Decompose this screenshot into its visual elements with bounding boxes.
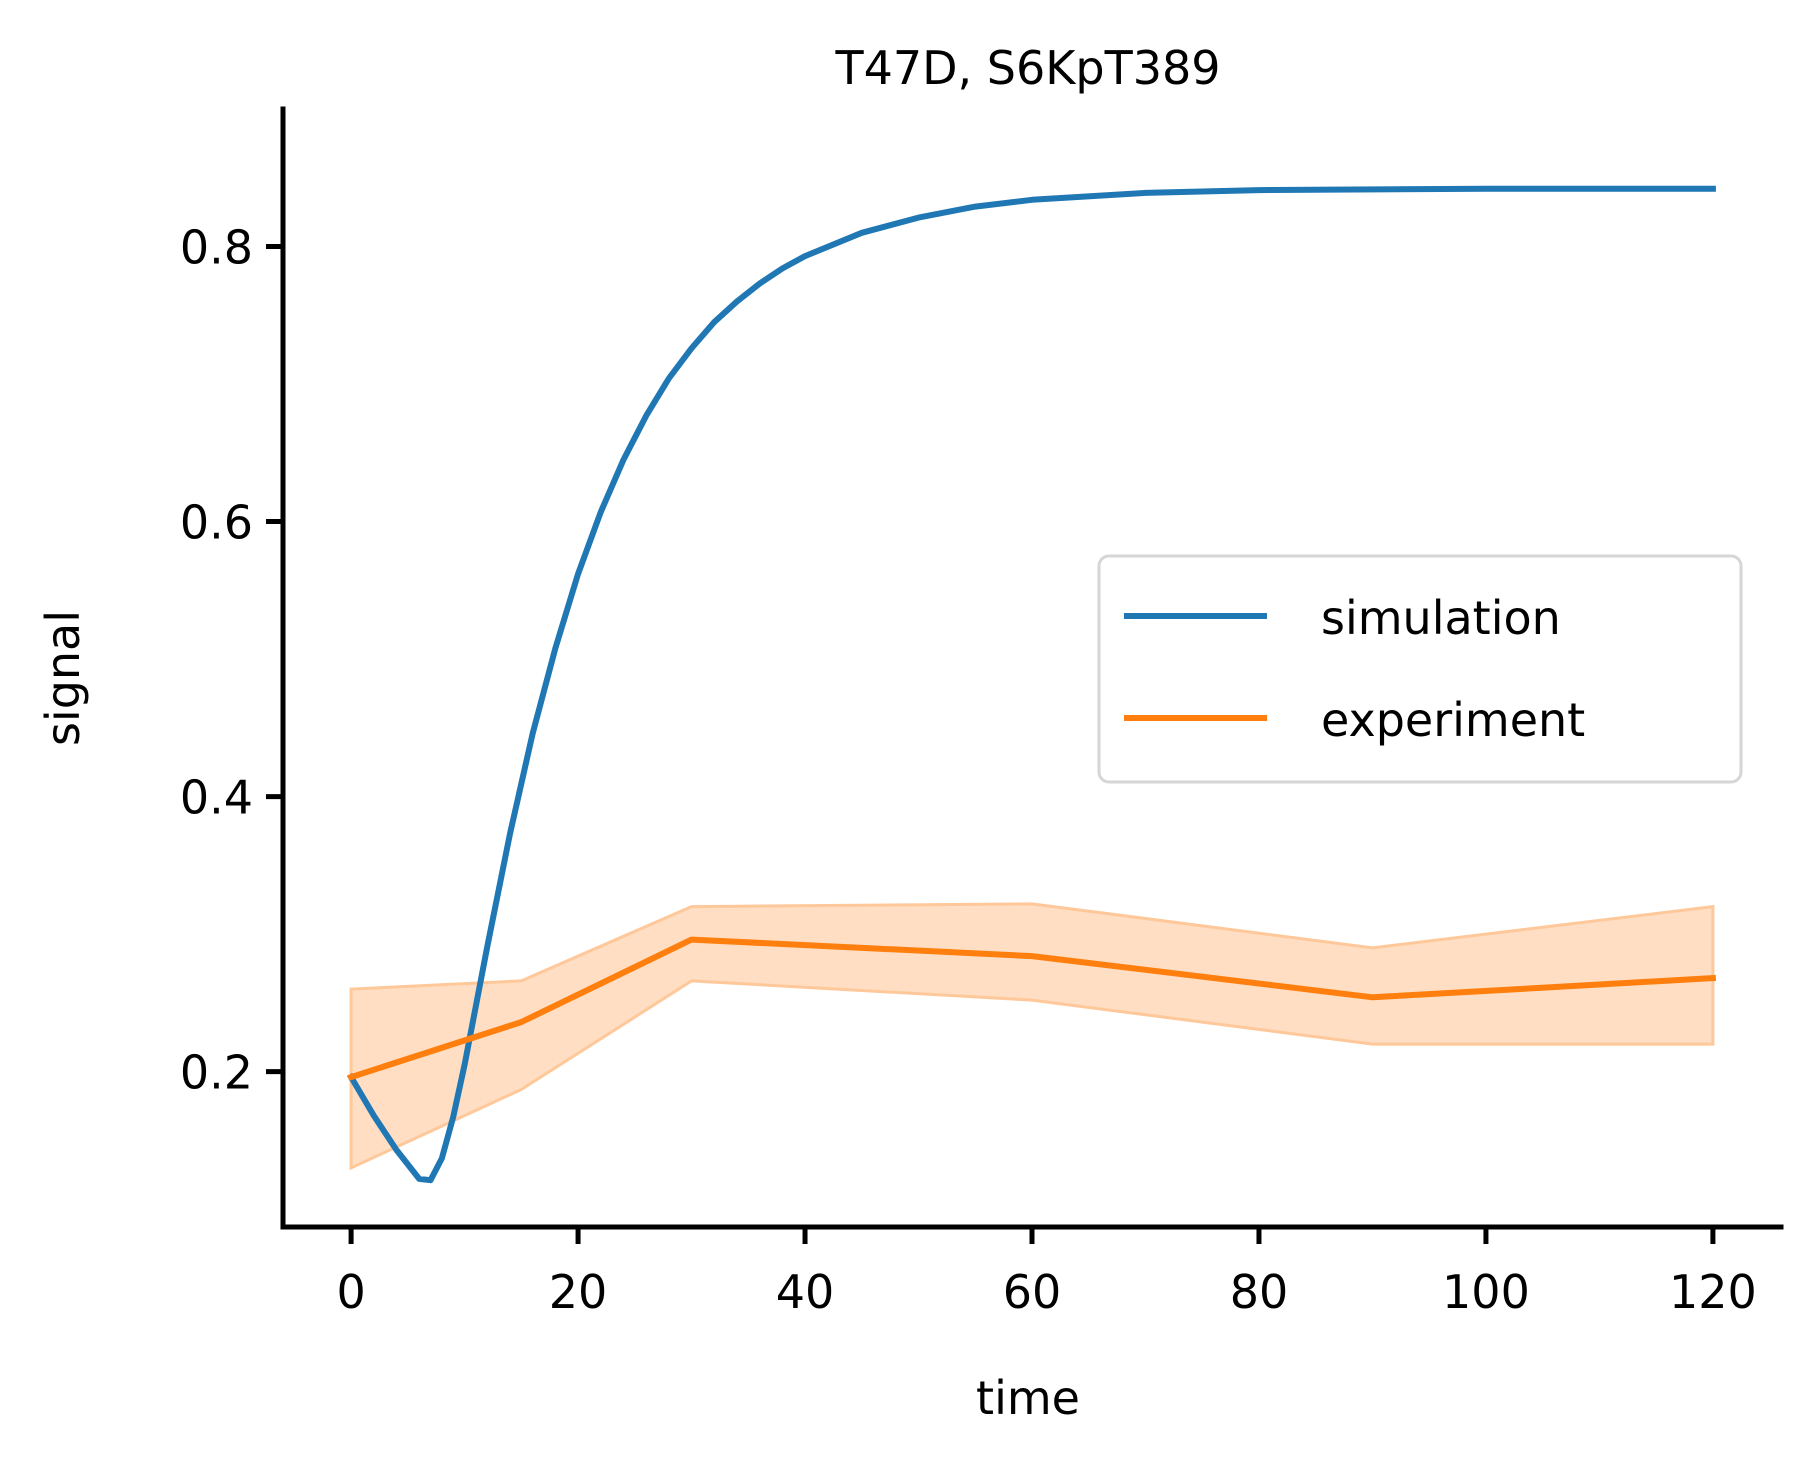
legend-box xyxy=(1097,554,1743,784)
chart-title: T47D, S6KpT389 xyxy=(834,41,1220,95)
x-tick-label-60: 60 xyxy=(1003,1265,1062,1319)
x-tick-label-40: 40 xyxy=(776,1265,835,1319)
y-tick-label-0.4: 0.4 xyxy=(180,771,253,825)
x-tick-label-100: 100 xyxy=(1442,1265,1530,1319)
legend-label-simulation: simulation xyxy=(1321,591,1561,645)
x-axis-label: time xyxy=(976,1371,1080,1425)
series-line-experiment xyxy=(347,936,1717,1081)
y-axis-label: signal xyxy=(36,610,90,746)
series-layer xyxy=(346,185,1717,1184)
legend: simulation experiment xyxy=(1097,554,1743,784)
x-tick-label-80: 80 xyxy=(1230,1265,1289,1319)
x-tick-label-120: 120 xyxy=(1669,1265,1757,1319)
experiment-confidence-band xyxy=(349,902,1715,1171)
plot-area: 0 20 40 60 80 100 120 0.2 0.4 0.6 0.8 xyxy=(180,106,1784,1319)
x-axis-ticks: 0 20 40 60 80 100 120 xyxy=(336,1227,1757,1319)
legend-label-experiment: experiment xyxy=(1321,693,1585,747)
series-line-simulation xyxy=(346,185,1716,1184)
x-tick-label-20: 20 xyxy=(549,1265,608,1319)
y-tick-label-0.6: 0.6 xyxy=(180,496,253,550)
y-tick-label-0.2: 0.2 xyxy=(180,1046,253,1100)
y-tick-label-0.8: 0.8 xyxy=(180,221,253,275)
x-tick-label-0: 0 xyxy=(336,1265,365,1319)
y-axis-ticks: 0.2 0.4 0.6 0.8 xyxy=(180,221,283,1100)
